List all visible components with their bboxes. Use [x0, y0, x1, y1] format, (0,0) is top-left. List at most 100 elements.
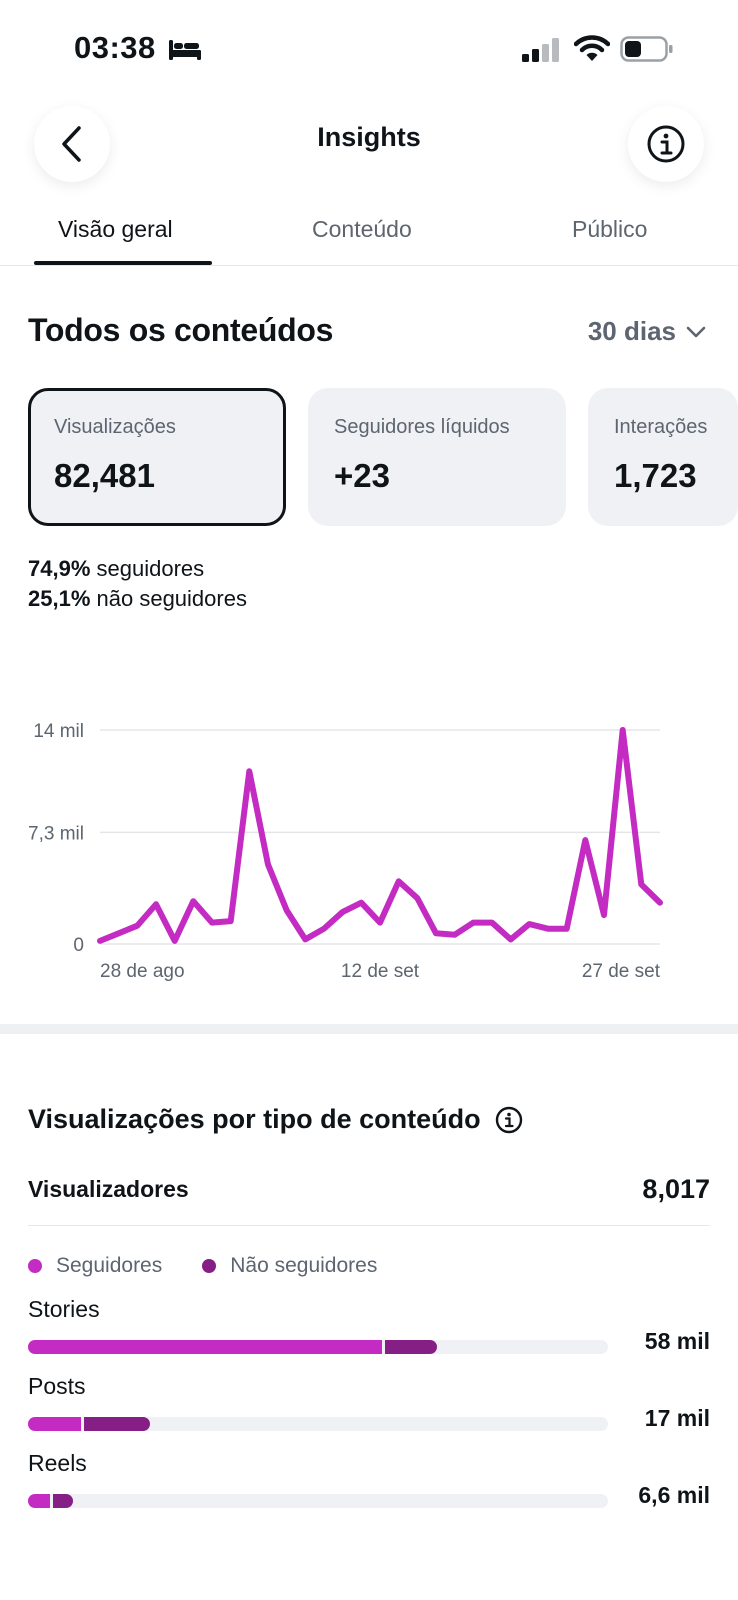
content-type-section-title: Visualizações por tipo de conteúdo	[28, 1104, 523, 1135]
status-bar: 03:38	[0, 0, 738, 100]
bar-label: Posts	[28, 1373, 86, 1399]
chevron-left-icon	[62, 126, 81, 162]
data-point	[396, 878, 402, 884]
data-point	[340, 909, 346, 915]
series-line-views	[97, 727, 663, 944]
bar-segment-followers	[28, 1417, 81, 1431]
data-point	[265, 862, 271, 868]
data-point	[564, 926, 570, 932]
chevron-down-icon	[686, 326, 706, 337]
non-followers-text: não seguidores	[96, 586, 247, 611]
data-point	[433, 930, 439, 936]
data-point	[228, 918, 234, 924]
legend: Seguidores Não seguidores	[28, 1254, 377, 1278]
data-point	[134, 923, 140, 929]
legend-label: Não seguidores	[230, 1254, 378, 1277]
bar-label: Reels	[28, 1450, 87, 1476]
data-point	[172, 938, 178, 944]
data-point	[153, 901, 159, 907]
data-point	[620, 727, 626, 733]
content-type-title: Visualizações por tipo de conteúdo	[28, 1104, 481, 1134]
metric-value: 1,723	[614, 457, 697, 494]
data-point	[489, 920, 495, 926]
bar-segment-followers	[28, 1494, 50, 1508]
non-followers-pct: 25,1%	[28, 586, 91, 611]
metric-card-interactions[interactable]: Interações 1,723	[588, 388, 738, 526]
data-point	[116, 930, 122, 936]
bed-icon	[169, 40, 201, 60]
legend-dot	[202, 1259, 217, 1273]
active-tab-indicator	[34, 261, 212, 265]
bar-value: 58 mil	[644, 1328, 710, 1354]
audience-split: 74,9% seguidores 25,1% não seguidores	[28, 554, 247, 614]
data-point	[452, 932, 458, 938]
tab-audience[interactable]: Público	[572, 216, 648, 242]
metric-label: Interações	[614, 416, 708, 438]
data-point	[246, 768, 252, 774]
data-point	[321, 926, 327, 932]
back-button[interactable]	[34, 106, 110, 182]
non-followers-split-line: 25,1% não seguidores	[28, 584, 247, 614]
period-dropdown[interactable]: 30 dias	[588, 316, 706, 347]
x-tick-label: 27 de set	[582, 961, 661, 982]
page-title: Insights	[317, 122, 421, 152]
tab-overview[interactable]: Visão geral	[58, 216, 173, 242]
bar-row-reels: Reels 6,6 mil	[28, 1450, 710, 1520]
y-tick-label: 0	[73, 935, 84, 956]
followers-split-line: 74,9% seguidores	[28, 554, 247, 584]
y-tick-label: 7,3 mil	[28, 823, 84, 844]
bar-segment-non-followers	[83, 1417, 151, 1431]
data-point	[284, 907, 290, 913]
data-point	[638, 881, 644, 887]
status-time: 03:38	[74, 30, 156, 65]
info-button[interactable]	[628, 106, 704, 182]
section-title: Todos os conteúdos	[28, 312, 334, 348]
data-point	[470, 920, 476, 926]
tab-content[interactable]: Conteúdo	[312, 216, 412, 242]
x-tick-label: 12 de set	[341, 961, 420, 982]
legend-label: Seguidores	[56, 1254, 163, 1277]
bar-segment-non-followers	[385, 1340, 438, 1354]
followers-text: seguidores	[96, 556, 205, 581]
views-line-chart: 0 7,3 mil 14 mil 28 de ago 12 de set 27 de se…	[0, 700, 738, 1000]
tab-bar: Visão geral Conteúdo Público	[0, 202, 738, 266]
info-icon	[647, 125, 685, 163]
data-point	[302, 936, 308, 942]
x-tick-label: 28 de ago	[100, 961, 185, 982]
data-point	[358, 900, 364, 906]
data-point	[545, 926, 551, 932]
metric-value: 82,481	[54, 457, 155, 494]
data-point	[657, 900, 663, 906]
legend-item-followers: Seguidores	[28, 1254, 162, 1278]
viewers-value: 8,017	[642, 1174, 710, 1204]
battery-icon	[620, 36, 673, 62]
data-point	[97, 938, 103, 944]
data-point	[601, 912, 607, 918]
header: Insights	[0, 96, 738, 182]
bar-segment-followers	[28, 1340, 383, 1354]
viewers-label: Visualizadores	[28, 1176, 189, 1202]
metric-label: Seguidores líquidos	[334, 416, 510, 438]
data-point	[190, 898, 196, 904]
followers-pct: 74,9%	[28, 556, 91, 581]
period-label: 30 dias	[587, 316, 676, 346]
y-tick-label: 14 mil	[33, 721, 84, 742]
bar-segment-non-followers	[52, 1494, 74, 1508]
data-point	[209, 920, 215, 926]
bar-value: 17 mil	[644, 1405, 710, 1431]
section-divider	[0, 1024, 738, 1034]
legend-item-non-followers: Não seguidores	[202, 1254, 377, 1278]
bar-label: Stories	[28, 1296, 100, 1322]
metric-card-net-followers[interactable]: Seguidores líquidos +23	[308, 388, 566, 526]
data-point	[508, 936, 514, 942]
data-point	[414, 895, 420, 901]
bar-track	[28, 1340, 608, 1354]
data-point	[377, 920, 383, 926]
bar-track	[28, 1417, 608, 1431]
wifi-icon	[574, 35, 610, 61]
viewers-row: Visualizadores 8,017	[28, 1172, 710, 1226]
bar-value: 6,6 mil	[638, 1482, 710, 1508]
legend-dot	[28, 1259, 42, 1273]
metric-card-views[interactable]: Visualizações 82,481	[28, 388, 286, 526]
info-icon[interactable]	[495, 1106, 523, 1134]
